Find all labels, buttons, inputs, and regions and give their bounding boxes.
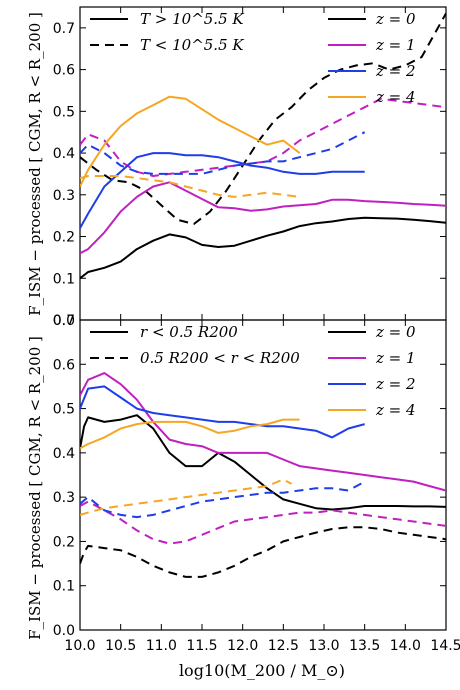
bottom-series-z2-solid — [80, 385, 365, 439]
top-ytick-label: 0.0 — [53, 313, 75, 329]
bottom-panel: 0.0 0.1 0.2 0.3 0.4 0.5 0.6 0.7 10.0 10.5 11.0 11.5… — [53, 313, 460, 654]
bottom-xtick-label: 10.5 — [105, 638, 136, 654]
bottom-legend-label-solid: r < 0.5 R200 — [140, 323, 238, 341]
top-series-z2-solid — [80, 152, 365, 229]
bottom-xtick-label: 14.0 — [390, 638, 421, 654]
bottom-panel-ylabel: F_ISM − processed [ CGM, R < R_200 ] — [26, 336, 44, 640]
top-series-z1-dashed — [80, 97, 446, 177]
top-series-z0-solid — [80, 216, 446, 280]
top-series-z4-dashed — [80, 175, 300, 198]
bottom-ytick-label: 0.7 — [53, 313, 75, 329]
top-ytick-label: 0.4 — [53, 146, 75, 162]
top-series-z2-dashed — [80, 131, 366, 175]
bottom-xtick-label: 12.5 — [268, 638, 299, 654]
bottom-series-z0-solid — [80, 414, 446, 511]
top-legend-label-z0: z = 0 — [375, 10, 416, 28]
bottom-ytick-label: 0.4 — [53, 446, 75, 462]
bottom-xtick-label: 11.0 — [146, 638, 177, 654]
top-legend-label-solid: T > 10^5.5 K — [140, 10, 244, 28]
bottom-ytick-label: 0.0 — [53, 623, 75, 639]
bottom-series-z1-dashed — [80, 500, 446, 545]
bottom-legend-label-z2: z = 2 — [375, 375, 416, 393]
bottom-ytick-label: 0.3 — [53, 490, 75, 506]
bottom-series-z4-dashed — [80, 478, 292, 516]
top-legend-label-z1: z = 1 — [375, 36, 416, 54]
bottom-xtick-label: 14.5 — [430, 638, 460, 654]
bottom-xtick-label: 13.0 — [308, 638, 339, 654]
top-ytick-label: 0.1 — [53, 271, 75, 287]
top-panel: 0.0 0.1 0.2 0.3 0.4 0.5 0.6 0.7 T > 10^5.5 K T < … — [53, 6, 447, 329]
bottom-series-z0-dashed — [80, 526, 446, 578]
bottom-xtick-label: 10.0 — [64, 638, 95, 654]
bottom-legend-label-z1: z = 1 — [375, 349, 416, 367]
bottom-plot-frame — [79, 319, 447, 631]
top-series-z1-solid — [80, 181, 446, 255]
top-ytick-label: 0.5 — [53, 104, 75, 120]
bottom-series-z1-solid — [80, 372, 446, 492]
top-ytick-label: 0.6 — [53, 63, 75, 79]
bottom-series-z2-dashed — [80, 480, 366, 519]
panels: 0.0 0.1 0.2 0.3 0.4 0.5 0.6 0.7 T > 10^5.5 K T < … — [53, 6, 460, 654]
x-axis-label: log10(M_200 / M_⊙) — [179, 661, 345, 680]
top-ytick-label: 0.3 — [53, 188, 75, 204]
bottom-legend-label-dashed: 0.5 R200 < r < R200 — [140, 349, 300, 367]
bottom-ytick-label: 0.6 — [53, 357, 75, 373]
top-legend-label-dashed: T < 10^5.5 K — [140, 36, 244, 54]
bottom-series-z4-solid — [80, 418, 300, 450]
top-legend-label-z2: z = 2 — [375, 62, 416, 80]
bottom-xtick-label: 11.5 — [186, 638, 217, 654]
bottom-xtick-label: 13.5 — [349, 638, 380, 654]
bottom-legend-label-z0: z = 0 — [375, 323, 416, 341]
bottom-ytick-label: 0.2 — [53, 534, 75, 550]
top-legend-label-z4: z = 4 — [375, 88, 416, 106]
bottom-ytick-label: 0.1 — [53, 579, 75, 595]
top-ytick-label: 0.2 — [53, 230, 75, 246]
bottom-xtick-label: 12.0 — [227, 638, 258, 654]
top-panel-ylabel: F_ISM − processed [ CGM, R < R_200 ] — [26, 12, 44, 316]
top-ytick-label: 0.7 — [53, 21, 75, 37]
top-series-z0-dashed — [80, 12, 446, 225]
bottom-ytick-label: 0.5 — [53, 402, 75, 418]
bottom-legend-label-z4: z = 4 — [375, 401, 416, 419]
top-series-z4-solid — [80, 95, 301, 187]
